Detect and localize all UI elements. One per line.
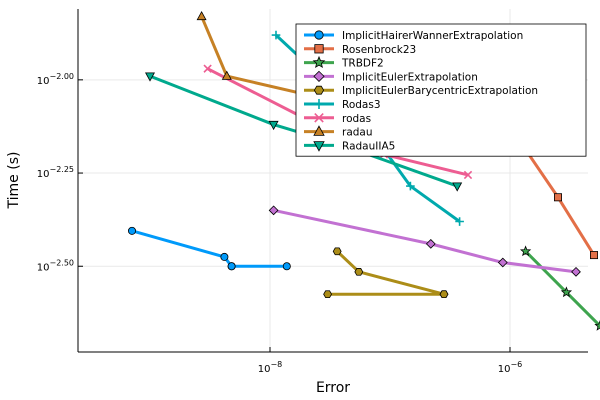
square-marker (314, 44, 324, 54)
x-tick-base: 10 (258, 364, 271, 375)
x-tick-exponent: −6 (510, 360, 522, 369)
hexagon-marker (439, 290, 449, 299)
x-tick-exponent: −8 (270, 360, 282, 369)
circle-marker (127, 226, 136, 235)
legend-item: Rosenbrock23 (304, 44, 416, 56)
series-ImplicitEulerExtrapolation (268, 205, 581, 277)
circle-marker (282, 262, 291, 271)
x-axis-title: Error (316, 380, 350, 396)
series-ImplicitHairerWannerExtrapolation (127, 226, 291, 271)
legend: ImplicitHairerWannerExtrapolation Rosenbr… (295, 23, 587, 157)
hexagon-marker (323, 290, 333, 299)
x-marker (314, 113, 324, 123)
x-tick-label: 10−8 (258, 360, 283, 375)
legend-item: TRBDF2 (304, 55, 384, 70)
triangle-down-marker (268, 120, 279, 131)
legend-label: ImplicitEulerBarycentricExtrapolation (342, 85, 538, 97)
cross-marker (313, 98, 325, 110)
y-tick-exponent: −2.50 (49, 258, 74, 267)
legend-label: rodas (342, 113, 371, 125)
hexagon-marker (354, 268, 364, 276)
legend-label: Rodas3 (342, 99, 381, 111)
hexagon-marker (332, 247, 342, 256)
diamond-marker (313, 70, 325, 83)
circle-marker (220, 252, 229, 261)
axes (77, 9, 588, 353)
legend-label: RadauIIA5 (342, 140, 395, 152)
diamond-marker (571, 266, 581, 277)
y-tick-base: 10 (37, 169, 50, 180)
diamond-marker (425, 238, 436, 249)
legend-item: radau (304, 125, 373, 139)
y-axis-title: Time (s) (6, 152, 22, 210)
y-tick-exponent: −2.25 (49, 165, 74, 174)
series-ImplicitEulerBarycentricExtrapolation (323, 247, 449, 299)
square-marker (554, 193, 563, 202)
legend-label: ImplicitEulerExtrapolation (342, 71, 478, 83)
hexagon-marker (313, 85, 325, 95)
legend-item: RadauIIA5 (304, 140, 395, 152)
series-line (273, 208, 577, 274)
y-tick-base: 10 (37, 76, 50, 87)
circle-marker (314, 30, 324, 40)
series-line (524, 250, 600, 328)
x-tick-label: 10−6 (498, 360, 523, 375)
legend-item: ImplicitHairerWannerExtrapolation (304, 30, 523, 42)
legend-item: ImplicitEulerExtrapolation (304, 70, 478, 83)
star-marker (594, 319, 600, 331)
y-tick-base: 10 (37, 262, 50, 273)
triangle-down-marker (452, 182, 463, 192)
y-tick-exponent: −2.00 (49, 72, 74, 81)
series-TRBDF2 (519, 245, 600, 331)
triangle-up-marker (221, 70, 232, 80)
legend-label: ImplicitHairerWannerExtrapolation (342, 30, 523, 42)
triangle-up-marker (196, 10, 207, 21)
legend-item: rodas (304, 113, 371, 125)
triangle-down-marker (313, 141, 325, 152)
star-marker (560, 286, 573, 298)
triangle-down-marker (145, 72, 155, 82)
legend-label: radau (342, 127, 373, 139)
triangle-up-marker (313, 125, 325, 136)
legend-label: TRBDF2 (341, 58, 384, 70)
star-marker (312, 55, 326, 69)
y-tick-label: 10−2.50 (37, 258, 74, 273)
x-marker (463, 170, 473, 180)
square-marker (590, 251, 599, 260)
legend-item: ImplicitEulerBarycentricExtrapolation (304, 85, 538, 97)
y-tick-label: 10−2.25 (37, 165, 74, 180)
x-marker (203, 64, 212, 73)
legend-box (295, 23, 587, 157)
legend-label: Rosenbrock23 (342, 44, 416, 56)
x-tick-base: 10 (498, 364, 511, 375)
cross-marker (455, 217, 464, 226)
star-marker (519, 245, 532, 257)
diamond-marker (268, 205, 279, 216)
circle-marker (227, 262, 236, 271)
diamond-marker (497, 257, 508, 268)
legend-item: Rodas3 (304, 98, 381, 111)
cross-marker (406, 181, 415, 191)
cross-marker (271, 30, 281, 40)
y-tick-label: 10−2.00 (37, 72, 74, 87)
